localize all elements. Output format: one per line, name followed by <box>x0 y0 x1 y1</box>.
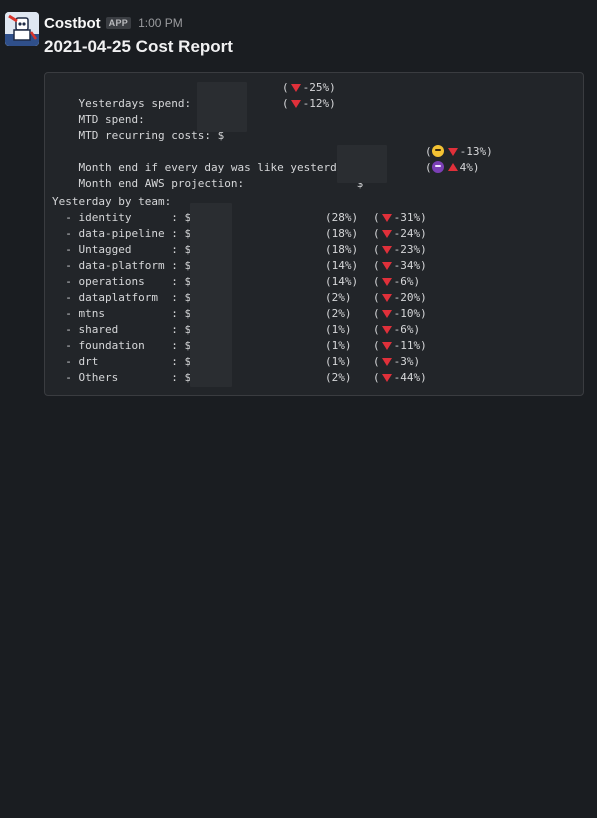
app-badge: APP <box>105 17 132 29</box>
team-row: - mtns : $ <box>52 307 192 320</box>
down-triangle-icon <box>381 342 392 350</box>
team-change: (-34%) <box>373 259 427 272</box>
down-triangle-icon <box>381 358 392 366</box>
neutral-face-emoji-icon <box>431 145 444 157</box>
projection-change: (-13%) <box>425 145 493 158</box>
summary-change: (-12%) <box>282 97 336 110</box>
team-row: - dataplatform : $ <box>52 291 192 304</box>
projection-label: Month end AWS projection: $ <box>78 177 364 190</box>
down-triangle-icon <box>381 294 392 302</box>
team-share: (18%) <box>325 227 359 240</box>
team-row: - shared : $ <box>52 323 192 336</box>
sender-name[interactable]: Costbot <box>44 14 101 32</box>
team-share: (14%) <box>325 259 359 272</box>
team-change: (-11%) <box>373 339 427 352</box>
team-share: (18%) <box>325 243 359 256</box>
team-row: - operations : $ <box>52 275 192 288</box>
team-row: - identity : $ <box>52 211 192 224</box>
team-heading: Yesterday by team: <box>52 195 172 208</box>
projection-line: Month end AWS projection: $ <box>52 160 364 190</box>
message-timestamp[interactable]: 1:00 PM <box>138 16 183 30</box>
team-row: - Others : $ <box>52 371 192 384</box>
team-row: - data-pipeline : $ <box>52 227 192 240</box>
down-triangle-icon <box>447 148 458 156</box>
up-triangle-icon <box>447 163 458 171</box>
team-change: (-6%) <box>373 275 421 288</box>
team-share: (1%) <box>325 355 352 368</box>
down-triangle-icon <box>290 84 301 92</box>
team-share: (2%) <box>325 307 352 320</box>
team-change: (-31%) <box>373 211 427 224</box>
team-change: (-23%) <box>373 243 427 256</box>
down-triangle-icon <box>381 326 392 334</box>
summary-line: Yesterdays spend: $ <box>52 80 225 110</box>
summary-label: MTD recurring costs: $ <box>78 129 225 142</box>
team-change: (-10%) <box>373 307 427 320</box>
down-triangle-icon <box>381 374 392 382</box>
message-header: Costbot APP 1:00 PM <box>44 14 183 32</box>
projection-change: (4%) <box>425 161 480 174</box>
team-change: (-6%) <box>373 323 421 336</box>
bot-avatar[interactable] <box>5 12 39 46</box>
team-share: (1%) <box>325 323 352 336</box>
down-triangle-icon <box>381 278 392 286</box>
robot-avatar-icon <box>5 12 39 46</box>
team-share: (28%) <box>325 211 359 224</box>
team-share: (14%) <box>325 275 359 288</box>
down-triangle-icon <box>381 262 392 270</box>
report-title: 2021-04-25 Cost Report <box>44 37 233 56</box>
summary-label: Yesterdays spend: $ <box>78 97 225 110</box>
projection-line: Month end if every day was like yesterda… <box>52 144 370 174</box>
report-code-block: Yesterdays spend: $ (-25%) MTD spend: $ … <box>44 72 584 396</box>
team-change: (-44%) <box>373 371 427 384</box>
redacted-amount <box>190 203 232 387</box>
summary-change: (-25%) <box>282 81 336 94</box>
down-triangle-icon <box>290 100 301 108</box>
down-triangle-icon <box>381 214 392 222</box>
team-row: - drt : $ <box>52 355 192 368</box>
down-triangle-icon <box>381 246 392 254</box>
down-triangle-icon <box>381 310 392 318</box>
summary-line: MTD recurring costs: $ <box>52 112 225 142</box>
redacted-amount <box>197 82 247 132</box>
team-change: (-3%) <box>373 355 421 368</box>
team-share: (1%) <box>325 339 352 352</box>
down-triangle-icon <box>381 230 392 238</box>
team-change: (-20%) <box>373 291 427 304</box>
team-change: (-24%) <box>373 227 427 240</box>
team-row: - data-platform : $ <box>52 259 192 272</box>
team-share: (2%) <box>325 371 352 384</box>
redacted-amount <box>337 145 387 183</box>
devil-emoji-icon <box>431 161 444 173</box>
team-row: - Untagged : $ <box>52 243 192 256</box>
team-row: - foundation : $ <box>52 339 192 352</box>
team-share: (2%) <box>325 291 352 304</box>
